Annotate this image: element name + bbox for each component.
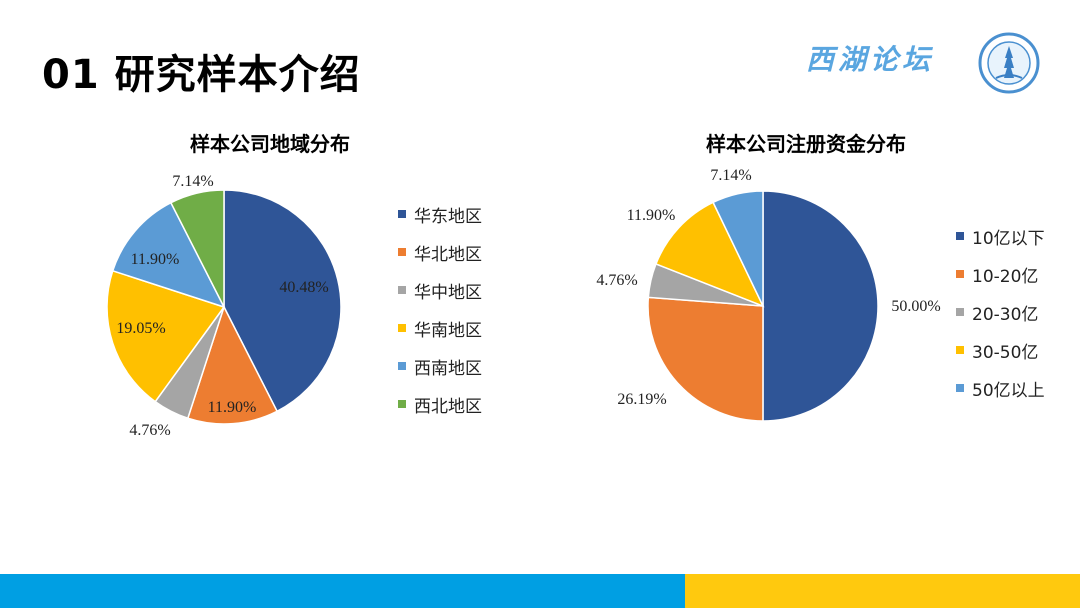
chart1-legend-swatch-0 xyxy=(398,210,406,218)
chart1-legend-swatch-3 xyxy=(398,324,406,332)
page-title: 01 研究样本介绍 xyxy=(42,52,361,98)
chart1-data-label-4: 11.90% xyxy=(131,251,180,268)
chart1-legend-label-1: 华北地区 xyxy=(414,244,482,265)
chart1-legend-item-2: 华中地区 xyxy=(398,271,482,309)
brand-logo-text: 西湖论坛 xyxy=(806,43,935,76)
seal-logo-icon xyxy=(978,32,1040,94)
chart1-legend-swatch-4 xyxy=(398,362,406,370)
chart1-legend-swatch-1 xyxy=(398,248,406,256)
chart2-legend-item-2: 20-30亿 xyxy=(956,293,1045,331)
chart1-legend-swatch-5 xyxy=(398,400,406,408)
chart1-data-label-1: 11.90% xyxy=(208,399,257,416)
chart2-legend-label-3: 30-50亿 xyxy=(972,342,1039,363)
chart1-legend-item-0: 华东地区 xyxy=(398,195,482,233)
chart1-legend-item-4: 西南地区 xyxy=(398,347,482,385)
chart1-legend: 华东地区华北地区华中地区华南地区西南地区西北地区 xyxy=(398,195,482,423)
chart1-legend-label-2: 华中地区 xyxy=(414,282,482,303)
chart1-legend-label-0: 华东地区 xyxy=(414,206,482,227)
chart1-legend-item-1: 华北地区 xyxy=(398,233,482,271)
chart2-legend-item-3: 30-50亿 xyxy=(956,331,1045,369)
chart2-slice-1 xyxy=(647,296,764,422)
bottom-bar-blue xyxy=(0,574,685,608)
chart2-data-label-2: 4.76% xyxy=(596,272,637,289)
chart1-title: 样本公司地域分布 xyxy=(190,132,350,156)
chart1-slice-1 xyxy=(186,305,279,425)
chart2-slice-4 xyxy=(712,190,764,307)
chart2-data-label-4: 7.14% xyxy=(710,167,751,184)
chart1-legend-swatch-2 xyxy=(398,286,406,294)
chart2-data-label-1: 26.19% xyxy=(617,391,666,408)
chart1-data-label-3: 19.05% xyxy=(116,320,165,337)
chart2-legend-swatch-0 xyxy=(956,232,964,240)
chart2-legend-label-0: 10亿以下 xyxy=(972,228,1045,249)
chart2-legend-label-4: 50亿以上 xyxy=(972,380,1045,401)
chart2-slice-0 xyxy=(762,190,879,422)
chart1-legend-label-4: 西南地区 xyxy=(414,358,482,379)
chart1-legend-item-3: 华南地区 xyxy=(398,309,482,347)
bottom-bar-yellow xyxy=(685,574,1080,608)
chart1-data-label-0: 40.48% xyxy=(279,279,328,296)
chart2-legend-swatch-4 xyxy=(956,384,964,392)
chart2-legend-swatch-2 xyxy=(956,308,964,316)
chart2-data-label-3: 11.90% xyxy=(627,207,676,224)
chart1-legend-item-5: 西北地区 xyxy=(398,385,482,423)
chart2-title: 样本公司注册资金分布 xyxy=(706,132,906,156)
chart1-data-label-5: 7.14% xyxy=(172,173,213,190)
chart1-slice-0 xyxy=(223,189,342,413)
chart2-legend-swatch-3 xyxy=(956,346,964,354)
chart1-data-label-2: 4.76% xyxy=(129,422,170,439)
chart2-legend-item-4: 50亿以上 xyxy=(956,369,1045,407)
chart2-legend-item-1: 10-20亿 xyxy=(956,255,1045,293)
chart2-slice-3 xyxy=(654,201,765,308)
chart2-legend-item-0: 10亿以下 xyxy=(956,217,1045,255)
chart2-legend-label-1: 10-20亿 xyxy=(972,266,1039,287)
chart2-legend-swatch-1 xyxy=(956,270,964,278)
chart1-slice-4 xyxy=(111,201,226,309)
chart2-legend: 10亿以下 10-20亿 20-30亿 30-50亿 50亿以上 xyxy=(956,217,1045,407)
chart1-slice-5 xyxy=(169,189,225,308)
chart1-legend-label-3: 华南地区 xyxy=(414,320,482,341)
chart2-legend-label-2: 20-30亿 xyxy=(972,304,1039,325)
chart2-data-label-0: 50.00% xyxy=(891,298,940,315)
chart1-slice-3 xyxy=(106,269,226,403)
chart1-legend-label-5: 西北地区 xyxy=(414,396,482,417)
